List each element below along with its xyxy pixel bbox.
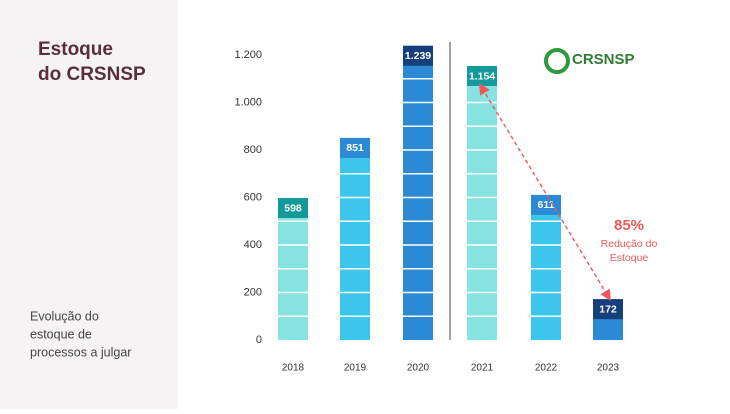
x-tick-label: 2023 — [597, 363, 620, 374]
reduction-arrow — [479, 83, 611, 301]
value-label: 598 — [284, 202, 302, 214]
bar — [467, 65, 497, 340]
y-tick-label: 1.000 — [234, 96, 262, 108]
y-tick-label: 400 — [244, 239, 262, 251]
value-label-box — [593, 299, 623, 320]
x-tick-label: 2018 — [282, 363, 305, 374]
value-label-box — [403, 45, 433, 66]
value-label-box — [278, 197, 308, 218]
subtitle-line: Evolução do — [30, 309, 99, 323]
value-label: 172 — [599, 303, 617, 315]
value-label-box — [340, 137, 370, 158]
value-label: 611 — [538, 199, 555, 211]
y-tick-label: 600 — [244, 191, 262, 203]
side-panel — [0, 0, 178, 409]
value-label: 1.154 — [469, 70, 495, 82]
y-tick-label: 0 — [256, 334, 262, 346]
logo: CRSNSP — [544, 48, 635, 74]
title-line: do CRSNSP — [38, 64, 146, 85]
x-tick-label: 2020 — [407, 363, 430, 374]
value-label: 851 — [346, 142, 364, 154]
y-tick-label: 200 — [244, 286, 262, 298]
x-tick-label: 2021 — [471, 363, 494, 374]
logo-text: CRSNSP — [572, 51, 635, 68]
y-tick-label: 800 — [244, 144, 262, 156]
subtitle-line: estoque de — [30, 327, 92, 341]
y-tick-label: 1.200 — [234, 49, 262, 61]
x-tick-label: 2019 — [344, 363, 367, 374]
value-label-box — [467, 65, 497, 86]
bar — [340, 137, 370, 340]
title-line: Estoque — [38, 39, 113, 60]
logo-icon — [544, 48, 570, 74]
annotation-value: 85% — [614, 217, 644, 234]
x-tick-label: 2022 — [535, 363, 558, 374]
bar — [403, 45, 433, 340]
annotation-text: Estoque — [610, 252, 649, 264]
subtitle-line: processos a julgar — [30, 345, 131, 359]
annotation-text: Redução do — [601, 238, 658, 250]
value-label: 1.239 — [405, 50, 431, 62]
bar — [531, 194, 561, 340]
